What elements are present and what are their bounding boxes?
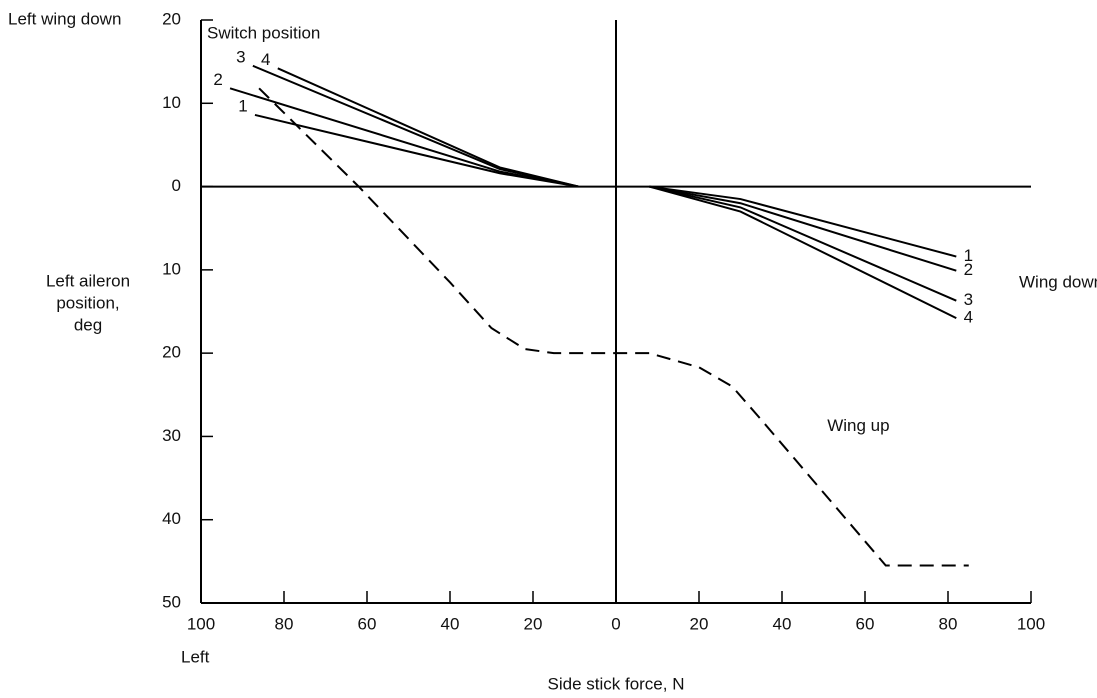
- x-tick-label: 40: [773, 614, 792, 633]
- left-label: Left: [181, 647, 210, 666]
- top-left-label: Left wing down: [8, 9, 121, 28]
- series-label: 1: [238, 96, 247, 115]
- y-tick-label: 20: [162, 343, 181, 362]
- x-tick-label: 60: [856, 614, 875, 633]
- y-tick-label: 30: [162, 426, 181, 445]
- series-line: [258, 87, 969, 567]
- series-label: 2: [213, 70, 222, 89]
- x-tick-label: 100: [187, 614, 215, 633]
- x-axis-title: Side stick force, N: [548, 674, 685, 693]
- series-label: 1: [964, 246, 973, 265]
- x-tick-label: 20: [524, 614, 543, 633]
- y-tick-label: 0: [172, 176, 181, 195]
- y-tick-label: 10: [162, 93, 181, 112]
- y-tick-label: 10: [162, 259, 181, 278]
- wing-down-label: Wing down: [1019, 272, 1097, 291]
- switch-label: Switch position: [207, 23, 320, 42]
- x-tick-label: 40: [441, 614, 460, 633]
- series-line: [229, 87, 957, 272]
- x-tick-label: 80: [275, 614, 294, 633]
- y-tick-label: 50: [162, 592, 181, 611]
- x-tick-label: 80: [939, 614, 958, 633]
- series-label: 2: [964, 260, 973, 279]
- series-line: [277, 67, 957, 320]
- y-axis-title: position,: [56, 293, 119, 312]
- series-label: 3: [964, 290, 973, 309]
- series-label: 4: [964, 308, 973, 327]
- series-label: 3: [236, 47, 245, 66]
- y-tick-label: 40: [162, 509, 181, 528]
- y-axis-title: Left aileron: [46, 271, 130, 290]
- y-axis-title: deg: [74, 315, 102, 334]
- y-tick-label: 20: [162, 9, 181, 28]
- x-tick-label: 20: [690, 614, 709, 633]
- series-label: 4: [261, 50, 270, 69]
- x-tick-label: 60: [358, 614, 377, 633]
- x-tick-label: 0: [611, 614, 620, 633]
- series-label: Wing up: [827, 416, 889, 435]
- x-tick-label: 100: [1017, 614, 1045, 633]
